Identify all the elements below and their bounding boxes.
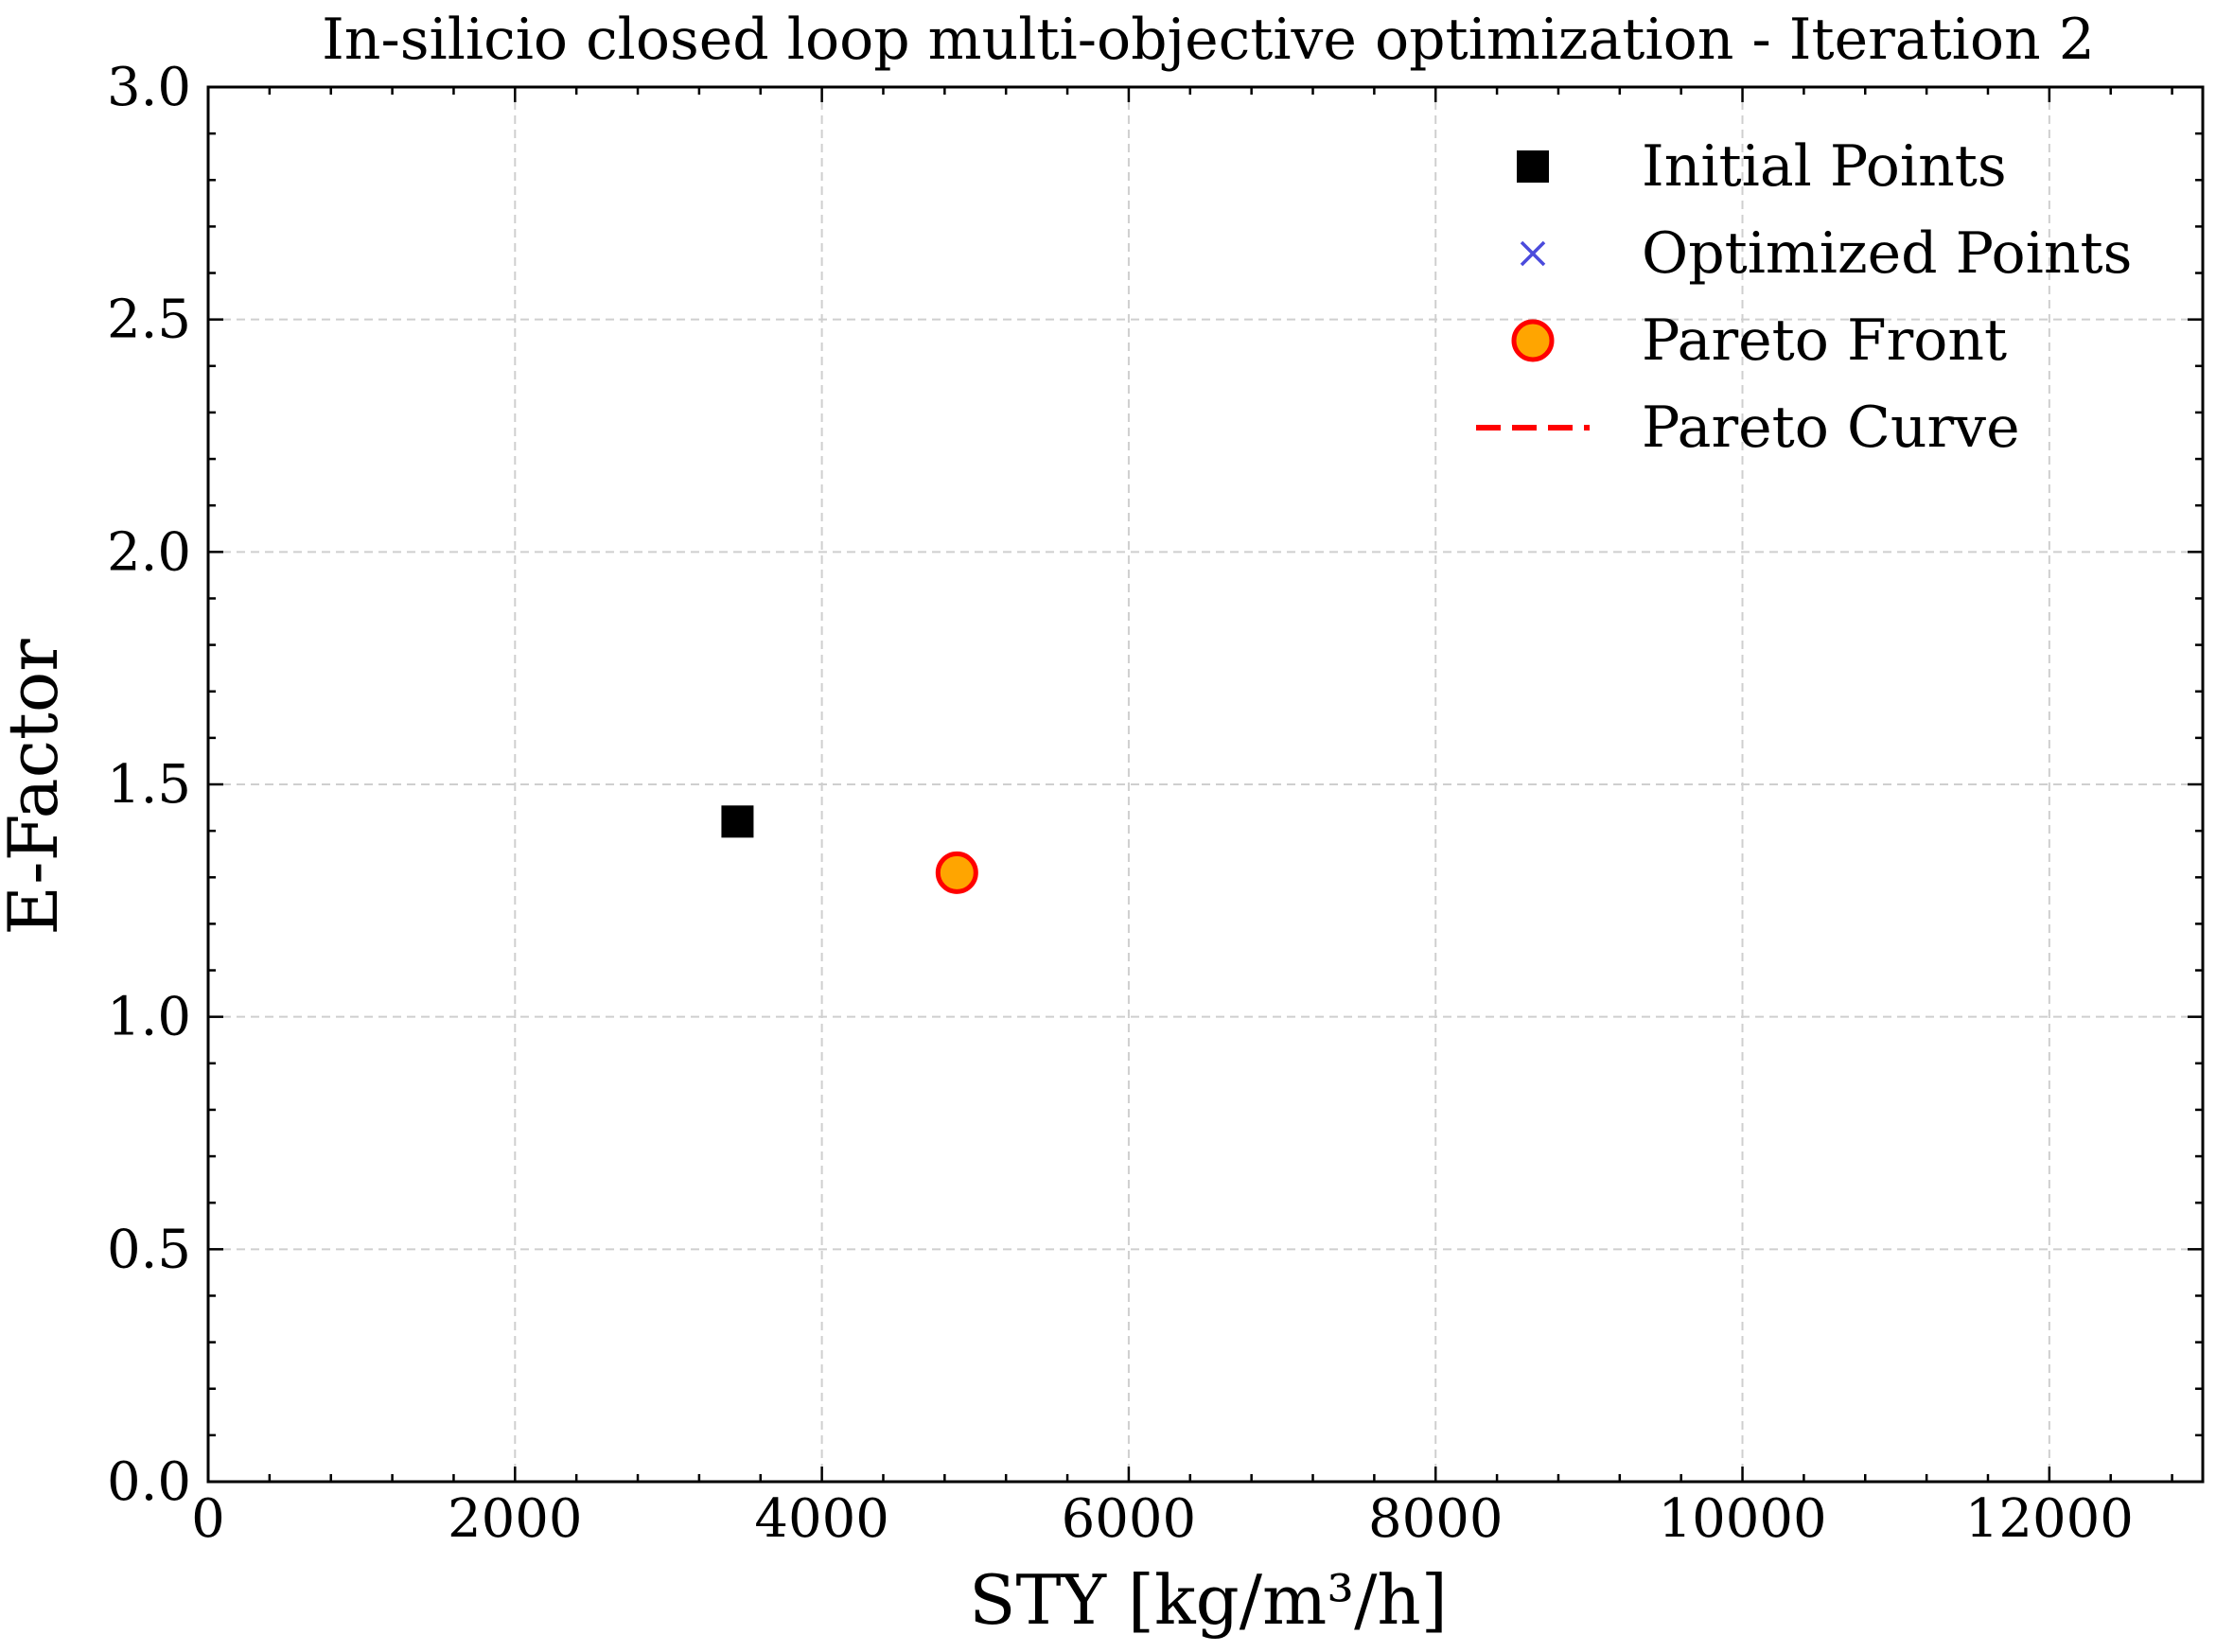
pareto-front-point — [935, 851, 978, 894]
y-tick-label: 1.5 — [107, 754, 191, 816]
x-tick-label: 12000 — [1965, 1488, 2134, 1550]
legend-marker-x — [1520, 240, 1546, 267]
x-tick-label: 4000 — [754, 1488, 889, 1550]
chart-title: In-silicio closed loop multi-objective o… — [322, 7, 2095, 73]
x-tick-label: 6000 — [1062, 1488, 1197, 1550]
legend-label: Initial Points — [1642, 133, 2007, 200]
x-tick-label: 0 — [191, 1488, 225, 1550]
initial-point — [721, 805, 754, 838]
x-axis-label: STY [kg/m³/h] — [969, 1560, 1448, 1640]
y-tick-label: 2.0 — [107, 521, 191, 583]
y-tick-label: 3.0 — [107, 57, 191, 118]
y-tick-label: 1.0 — [107, 987, 191, 1048]
y-tick-labels: 0.0 0.5 1.0 1.5 2.0 2.5 3.0 — [107, 57, 191, 1513]
legend-label: Optimized Points — [1642, 220, 2132, 287]
x-tick-label: 2000 — [448, 1488, 583, 1550]
y-tick-label: 0.0 — [107, 1451, 191, 1513]
data-points — [721, 805, 978, 894]
legend-marker-circle — [1511, 319, 1555, 362]
legend-label: Pareto Front — [1642, 308, 2007, 374]
x-marker-stroke — [1520, 240, 1546, 267]
legend-label: Pareto Curve — [1642, 395, 2020, 461]
x-tick-label: 10000 — [1658, 1488, 1826, 1550]
grid — [208, 87, 2203, 1482]
x-tick-labels: 0 2000 4000 6000 8000 10000 12000 — [191, 1488, 2134, 1550]
plot-area-frame — [206, 85, 2205, 1484]
legend: Initial Points Optimized Points Pareto Fro… — [1476, 133, 2132, 461]
x-tick-label: 8000 — [1368, 1488, 1504, 1550]
legend-marker-square — [1517, 150, 1549, 183]
y-tick-label: 2.5 — [107, 290, 191, 351]
y-axis-label: E-Factor — [0, 639, 73, 936]
y-tick-label: 0.5 — [107, 1219, 191, 1280]
